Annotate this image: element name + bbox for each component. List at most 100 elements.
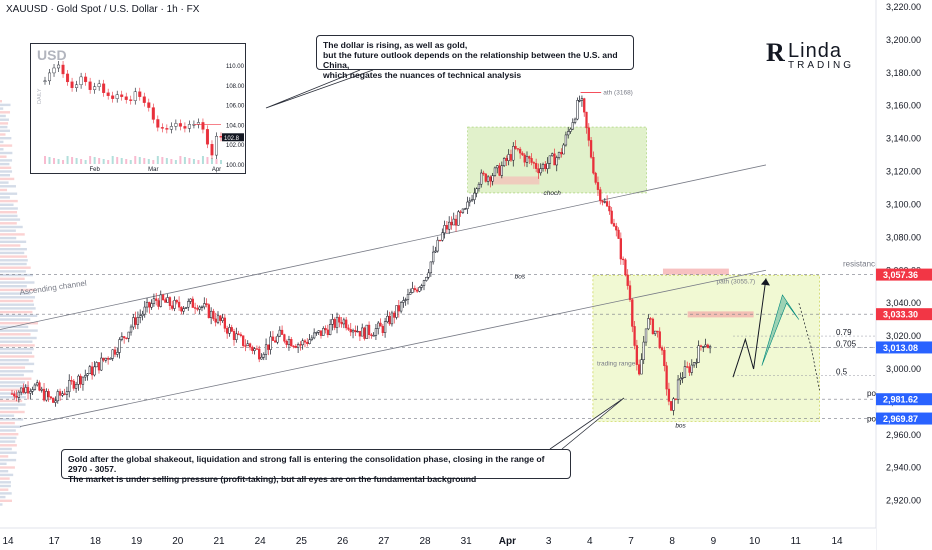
candle-body [518,148,522,154]
inset-candle-body [84,76,88,83]
candle-body [189,298,192,302]
y-tick-label: 3,120.00 [886,167,921,177]
callout-gold-line: The market is under selling pressure (pr… [68,474,477,484]
candle-body [564,134,568,146]
candle-body [459,211,462,213]
candle-body [413,288,416,291]
volume-profile-bar [0,244,21,247]
candle-body [42,388,46,401]
inset-candle-body [52,67,56,74]
candle-body [443,225,446,234]
candle-body [223,317,227,329]
candle-body [228,327,231,334]
x-tick-label: 8 [669,536,675,547]
candle-body [340,321,343,325]
volume-profile-bar [0,307,36,310]
usd-inset-chart: USD DAILY 110.00 108.00 106.00 104.00 102.00 10… [30,43,246,174]
candle-body [255,348,259,350]
y-tick-label: 2,960.00 [886,430,921,440]
x-tick-label: 21 [213,536,225,547]
volume-profile-bar [0,477,10,480]
candle-body [74,384,78,389]
inset-volume-bar [147,159,150,164]
candle-body [525,156,529,163]
inset-side-label: DAILY [37,88,43,104]
candle-body [406,294,410,300]
candle-body [329,324,332,335]
volume-profile-bar [0,137,12,140]
y-tick-label: 3,080.00 [886,232,921,242]
candle-body [658,331,661,349]
volume-profile-bar [0,414,15,417]
logo-mark: R [766,38,785,67]
inset-candle-body [129,99,133,101]
inset-candle-body [142,96,146,103]
candle-body [624,259,627,276]
inset-candle-body [174,123,178,127]
callout-dollar-line: which negates the nuances of technical a… [323,70,522,80]
inset-candle-body [97,83,101,87]
inset-candle-body [120,94,124,97]
candle-body [65,391,69,395]
candle-body [61,393,64,396]
inset-candle-body [187,124,191,129]
volume-profile-bar [0,325,29,329]
candle-body [374,328,378,336]
volume-profile-bar [0,103,11,107]
candle-body [26,387,30,394]
candle-body [415,289,419,292]
candle-body [166,297,169,303]
candle-body [562,144,565,155]
x-tick-label: 3 [546,536,552,547]
inset-volume-bar [93,157,96,164]
inset-x-tick: Apr [212,167,221,173]
inset-candle-body [61,64,65,75]
candle-body [576,100,579,120]
inset-volume-bar [102,159,105,164]
annotation-resistance: resistance [843,259,880,268]
price-label: 3,057.36 [883,270,918,280]
inset-volume-bar [220,160,222,164]
candle-body [100,357,103,371]
inset-volume-bar [57,159,60,164]
inset-candle-body [210,144,214,156]
volume-profile-bar [0,322,38,325]
annotation-trading-range: trading range [597,361,636,368]
inset-volume-bar [183,157,186,164]
candle-body [708,346,712,349]
candle-body [500,165,503,176]
candle-body [123,336,126,339]
candle-body [388,315,391,325]
candle-body [599,189,602,202]
candle-body [150,303,153,308]
candle-body [605,201,609,207]
candle-body [571,122,574,130]
candle-body [164,299,167,303]
volume-profile-bar [0,433,19,436]
candle-body [315,332,318,334]
candle-body [386,315,389,322]
candle-body [54,400,57,403]
candle-body [294,345,297,348]
candle-body [502,158,506,166]
candle-body [594,172,597,183]
fib-label: 0.5 [836,368,848,377]
candle-body [498,165,501,176]
candle-body [656,330,659,333]
candle-body [106,357,110,360]
volume-profile-bar [0,455,9,458]
candle-body [393,312,396,318]
candle-body [86,373,89,376]
y-tick-label: 3,200.00 [886,35,921,45]
x-tick-label: 9 [711,536,717,547]
inset-y-tick: 102.00 [226,143,245,149]
candle-body [24,387,27,393]
candle-body [38,382,41,391]
candle-body [640,359,643,375]
candle-body [116,352,119,355]
candle-body [205,303,208,305]
trading-range-zone [592,274,820,422]
candle-body [52,397,55,403]
candle-body [308,339,311,344]
volume-profile-bar [0,285,27,288]
